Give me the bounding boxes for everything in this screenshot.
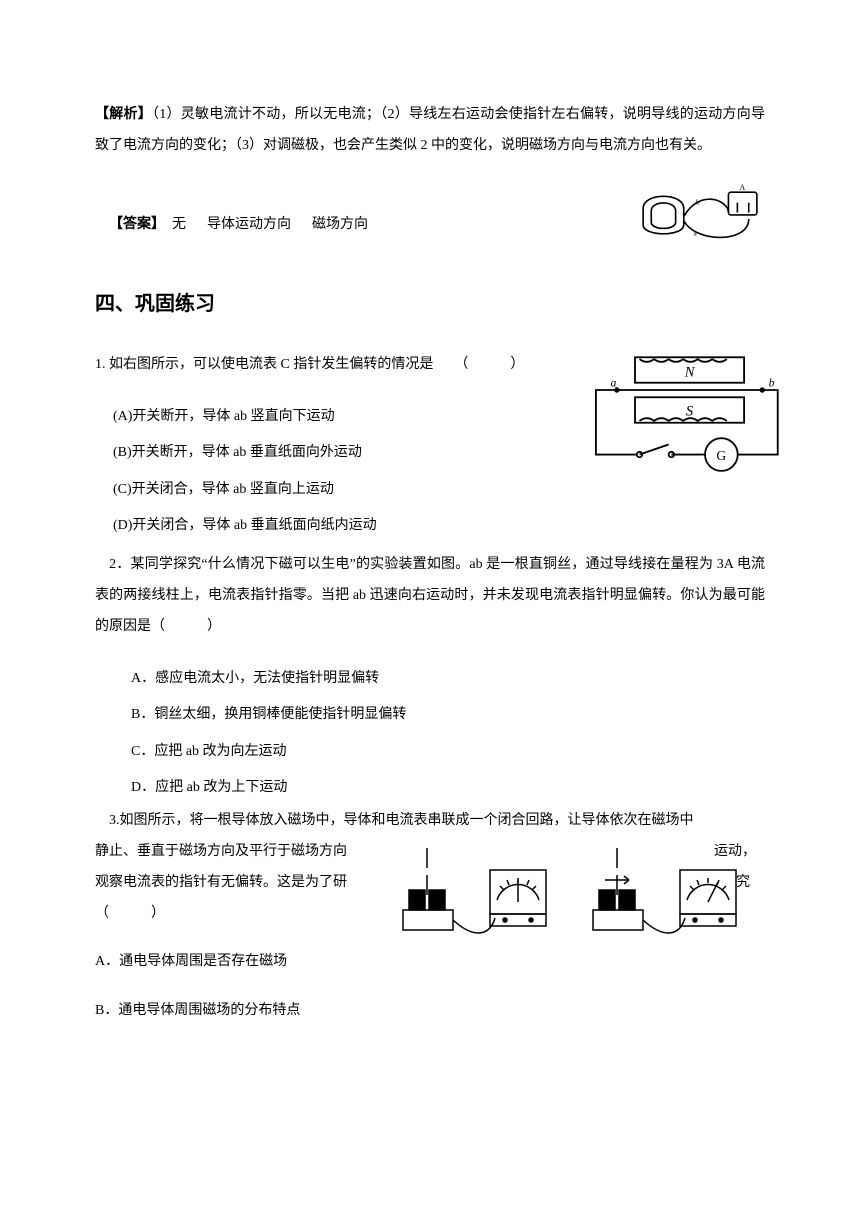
analysis-paragraph: 【解析】（1）灵敏电流计不动，所以无电流；（2）导线左右运动会使指针左右偏转，说…: [95, 100, 765, 162]
section-heading: 四、巩固练习: [95, 282, 765, 326]
analysis-label: 【解析】: [95, 107, 152, 122]
answer-figure-icon: A b a: [635, 180, 765, 245]
answer-row: 【答案】 无 导体运动方向 磁场方向 A b a: [95, 180, 765, 272]
q2-option-d: D．应把 ab 改为上下运动: [131, 770, 765, 806]
q3-stem-line3a: 观察电流表的指针有无偏转。这是为了研: [95, 875, 347, 890]
q1-figure-icon: N a b S G: [585, 350, 785, 477]
svg-text:S: S: [686, 403, 694, 419]
q3-figure-icon: [395, 840, 755, 950]
analysis-text: （1）灵敏电流计不动，所以无电流；（2）导线左右运动会使指针左右偏转，说明导线的…: [95, 107, 765, 153]
q1-option-d: (D)开关闭合，导体 ab 垂直纸面向纸内运动: [113, 508, 765, 544]
question-1: 1. 如右图所示，可以使电流表 C 指针发生偏转的情况是 （ ） (A)开关断开…: [95, 350, 765, 544]
svg-text:A: A: [739, 182, 745, 191]
answer-label: 【答案】: [109, 217, 165, 232]
answer-block: 【答案】 无 导体运动方向 磁场方向: [95, 180, 635, 272]
q3-stem-line1: 3.如图所示，将一根导体放入磁场中，导体和电流表串联成一个闭合回路，让导体依次在…: [95, 806, 765, 837]
svg-text:a: a: [610, 375, 616, 389]
q2-option-b: B．铜丝太细，换用铜棒便能使指针明显偏转: [131, 697, 765, 733]
q2-option-c: C．应把 ab 改为向左运动: [131, 734, 765, 770]
question-3: 3.如图所示，将一根导体放入磁场中，导体和电流表串联成一个闭合回路，让导体依次在…: [95, 806, 765, 929]
q3-option-a: A．通电导体周围是否存在磁场: [95, 947, 765, 978]
q3-option-b: B．通电导体周围磁场的分布特点: [95, 996, 765, 1027]
answer-text: 无 导体运动方向 磁场方向: [165, 217, 368, 232]
q2-stem: 2．某同学探究“什么情况下磁可以生电”的实验装置如图。ab 是一根直铜丝，通过导…: [95, 550, 765, 642]
q3-stem-line2a: 静止、垂直于磁场方向及平行于磁场方向: [95, 844, 347, 859]
q2-option-a: A．感应电流太小，无法使指针明显偏转: [131, 661, 765, 697]
svg-text:b: b: [769, 375, 775, 389]
label-N: N: [684, 364, 696, 380]
svg-text:G: G: [716, 448, 726, 463]
svg-text:b: b: [696, 197, 700, 206]
